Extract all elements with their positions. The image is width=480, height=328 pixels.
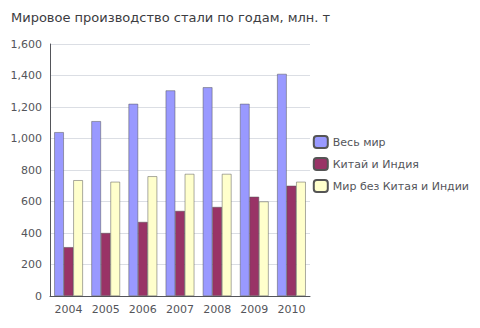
svg-text:1,400: 1,400 [11, 69, 43, 82]
svg-text:2009: 2009 [240, 303, 268, 316]
svg-text:800: 800 [21, 164, 42, 177]
svg-text:1,200: 1,200 [11, 101, 43, 114]
svg-text:Мир без Китая и Индии: Мир без Китая и Индии [333, 180, 469, 193]
svg-text:Мировое производство стали по: Мировое производство стали по годам, млн… [11, 10, 331, 25]
svg-text:Китай и Индия: Китай и Индия [333, 158, 419, 171]
svg-text:400: 400 [21, 227, 42, 240]
svg-text:0: 0 [35, 290, 42, 303]
svg-text:2008: 2008 [203, 303, 231, 316]
svg-text:2007: 2007 [166, 303, 194, 316]
svg-text:2006: 2006 [129, 303, 157, 316]
svg-text:600: 600 [21, 195, 42, 208]
svg-text:1,600: 1,600 [11, 38, 43, 51]
svg-text:200: 200 [21, 258, 42, 271]
svg-text:Весь мир: Весь мир [333, 136, 386, 149]
svg-text:1,000: 1,000 [11, 132, 43, 145]
svg-text:2004: 2004 [55, 303, 83, 316]
svg-text:2010: 2010 [277, 303, 305, 316]
svg-text:2005: 2005 [92, 303, 120, 316]
